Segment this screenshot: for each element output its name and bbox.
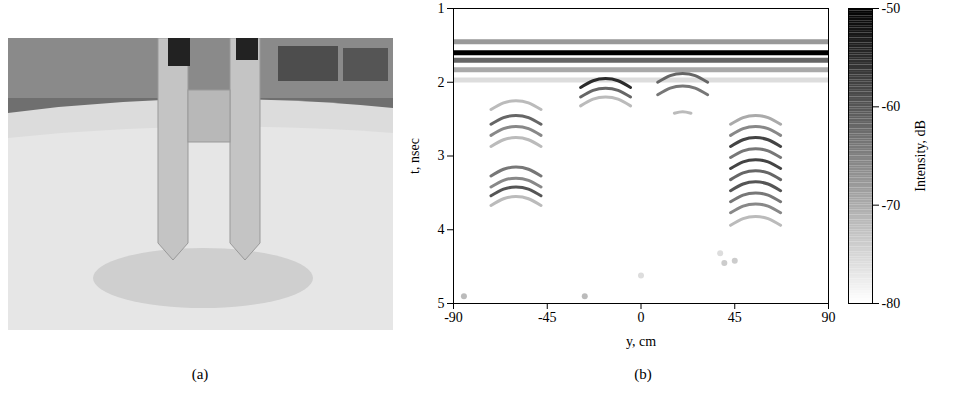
svg-text:Intensity, dB: Intensity, dB	[913, 120, 928, 191]
svg-text:0: 0	[638, 310, 645, 325]
svg-text:3: 3	[438, 148, 445, 163]
svg-text:90: 90	[822, 310, 836, 325]
svg-text:1: 1	[438, 1, 445, 16]
svg-text:-70: -70	[882, 198, 901, 213]
svg-text:4: 4	[438, 222, 445, 237]
svg-text:2: 2	[438, 75, 445, 90]
svg-text:5: 5	[438, 296, 445, 311]
html-text:(a): (a)	[191, 366, 209, 382]
svg-text:-45: -45	[538, 310, 557, 325]
svg-text:-90: -90	[444, 310, 463, 325]
svg-text:t, nsec: t, nsec	[407, 138, 422, 174]
svg-text:45: 45	[728, 310, 742, 325]
svg-text:-80: -80	[882, 296, 901, 311]
svg-text:-60: -60	[882, 99, 901, 114]
svg-text:y, cm: y, cm	[626, 334, 656, 349]
html-text:(b): (b)	[634, 366, 652, 382]
svg-text:-50: -50	[882, 1, 901, 16]
